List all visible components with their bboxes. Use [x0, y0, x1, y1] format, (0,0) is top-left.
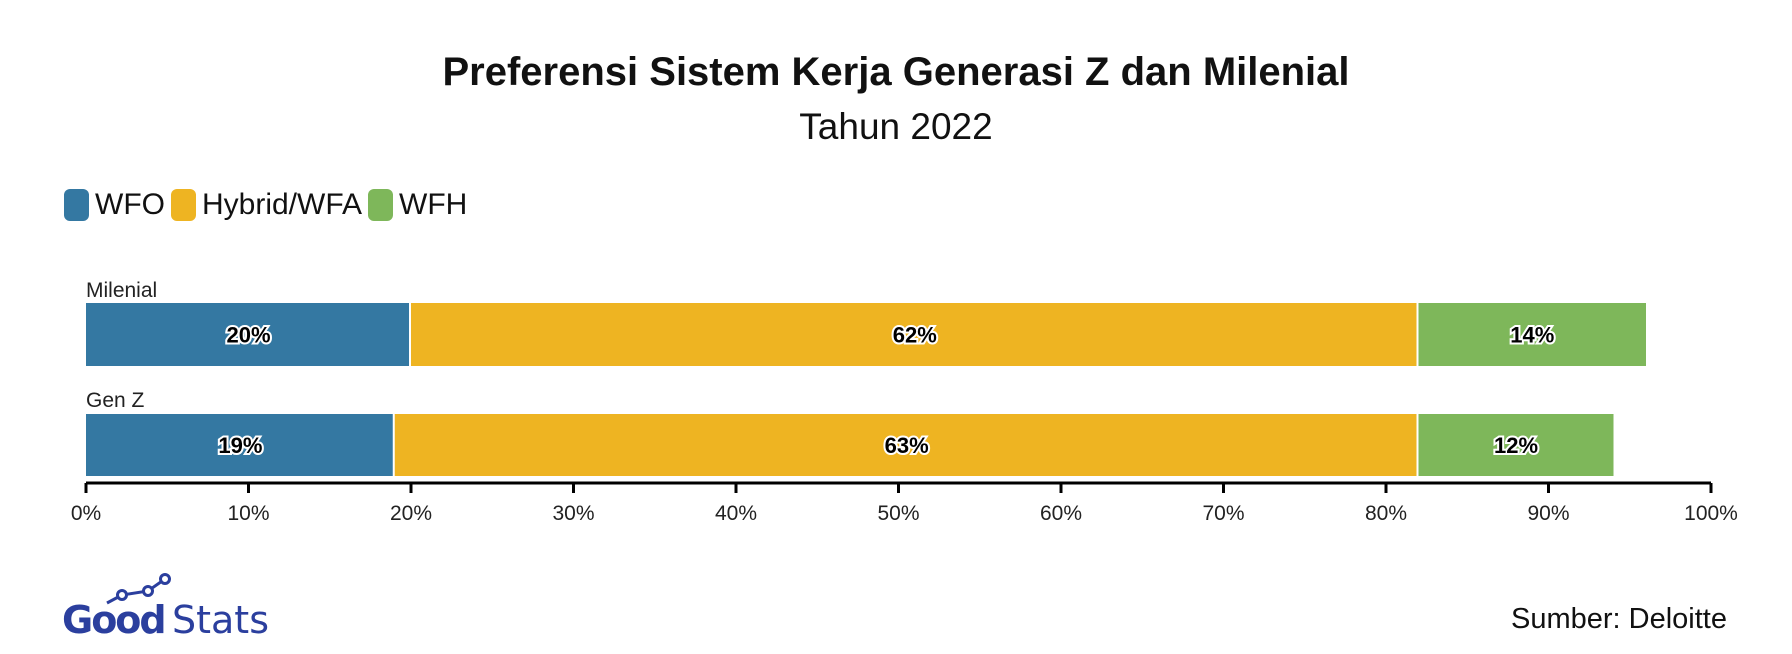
data-label: 20% — [226, 323, 270, 348]
x-tick-label: 70% — [1202, 502, 1244, 525]
data-label: 14% — [1510, 323, 1554, 348]
legend-label: WFO — [95, 188, 165, 221]
bar-segment-wfo — [86, 414, 393, 476]
chart-title: Preferensi Sistem Kerja Generasi Z dan M… — [442, 50, 1350, 94]
bar-segment-hybridwfa — [394, 414, 1417, 476]
legend-swatch — [64, 189, 89, 221]
bar-chart: Milenial 20% 62% 14% Gen Z 19% 63% 12% 0% 10% 20% 3… — [71, 279, 1738, 525]
bar-segment-hybridwfa — [411, 303, 1417, 366]
data-label: 12% — [1494, 433, 1538, 458]
x-tick-label: 80% — [1365, 502, 1407, 525]
bar-segment-wfo — [86, 303, 409, 366]
x-tick-label: 40% — [715, 502, 757, 525]
svg-text:Stats: Stats — [172, 598, 269, 640]
legend-swatch — [170, 189, 196, 221]
goodstats-logo: Good Stats — [60, 565, 300, 645]
legend-swatch — [368, 189, 394, 221]
category-label: Milenial — [86, 279, 157, 302]
data-label: 19% — [218, 433, 262, 458]
x-tick-label: 30% — [552, 502, 594, 525]
x-tick-label: 90% — [1527, 502, 1569, 525]
legend-item-wfo: WFO — [64, 188, 165, 222]
bar-segment-wfh — [1418, 303, 1646, 366]
x-tick-label: 50% — [877, 502, 919, 525]
legend-label: WFH — [399, 188, 468, 221]
legend-label: Hybrid/WFA — [201, 188, 363, 221]
data-label: 62% — [893, 323, 937, 348]
x-tick-label: 100% — [1684, 502, 1738, 525]
x-tick-label: 0% — [71, 502, 101, 525]
bar-segment-wfh — [1418, 414, 1614, 476]
chart-subtitle: Tahun 2022 — [799, 106, 993, 147]
category-label: Gen Z — [86, 389, 145, 412]
legend-item-hybrid: Hybrid/WFA — [170, 188, 363, 222]
x-tick-label: 60% — [1040, 502, 1082, 525]
source-note: Sumber: Deloitte — [1511, 603, 1727, 635]
legend: WFO Hybrid/WFA WFH — [64, 188, 473, 222]
svg-text:Good: Good — [62, 598, 165, 640]
x-tick-label: 20% — [390, 502, 432, 525]
x-tick-label: 10% — [227, 502, 269, 525]
legend-item-wfh: WFH — [368, 188, 467, 222]
data-label: 63% — [885, 433, 929, 458]
